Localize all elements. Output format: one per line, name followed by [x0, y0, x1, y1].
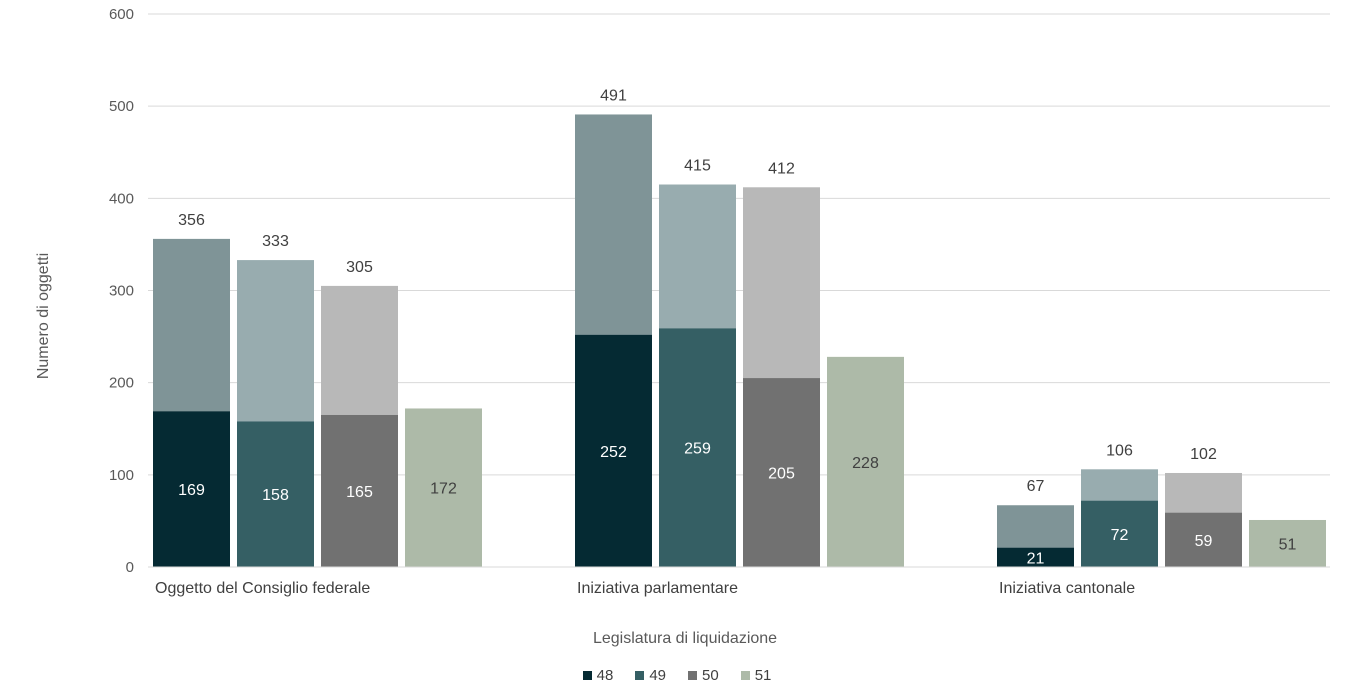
- legend-item-48: 48: [582, 667, 614, 684]
- data-label-base: 158: [262, 487, 289, 504]
- legend-label: 51: [754, 667, 772, 684]
- bar-total-48: [575, 114, 652, 335]
- data-label-base: 51: [1279, 536, 1297, 553]
- legend-swatch: [635, 671, 645, 680]
- bar-base-51: [1249, 519, 1326, 567]
- data-label-total: 106: [1106, 442, 1133, 459]
- legend-swatch: [582, 671, 592, 680]
- bar-base-49: [237, 421, 314, 567]
- data-label-base: 172: [430, 481, 457, 498]
- bar-base-51: [827, 356, 904, 567]
- bar-total-50: [1165, 472, 1242, 513]
- x-category-label: Iniziativa cantonale: [999, 580, 1135, 597]
- y-tick-label: 300: [109, 283, 134, 300]
- data-label-total: 491: [600, 87, 627, 104]
- bar-chart: 0 100 200 300 400 500 600 356 169 333 158 305 165 172…: [35, 6, 1330, 647]
- legend-label: 50: [702, 667, 719, 684]
- y-tick-label: 600: [109, 6, 134, 23]
- bar-base-50: [1165, 512, 1242, 567]
- legend-swatch: [688, 671, 697, 680]
- data-label-base: 169: [178, 482, 205, 499]
- data-label-total: 102: [1190, 446, 1217, 463]
- legend-label: 49: [649, 667, 666, 684]
- data-label-total: 305: [346, 259, 373, 276]
- y-tick-label: 200: [109, 375, 134, 392]
- data-label-base: 59: [1195, 533, 1213, 550]
- y-tick-label: 0: [126, 559, 134, 576]
- bar-base-49: [659, 328, 736, 567]
- bar-total-48: [153, 238, 230, 412]
- x-category-label: Iniziativa parlamentare: [577, 580, 738, 597]
- bar-base-48: [575, 334, 652, 567]
- data-label-base: 228: [852, 455, 879, 472]
- y-axis-title: Numero di oggetti: [35, 253, 52, 379]
- x-category-label: Oggetto del Consiglio federale: [155, 580, 370, 597]
- bar-base-50: [321, 414, 398, 567]
- legend-item-51: 51: [740, 667, 772, 684]
- bar-total-49: [659, 184, 736, 329]
- y-tick-label: 400: [109, 190, 134, 207]
- data-label-base: 205: [768, 466, 795, 483]
- bar-base-51: [405, 408, 482, 567]
- legend-item-49: 49: [635, 667, 666, 684]
- data-label-base: 259: [684, 441, 711, 458]
- legend-item-50: 50: [688, 667, 719, 684]
- bar-total-49: [1081, 469, 1158, 501]
- data-label-base: 21: [1027, 550, 1045, 567]
- y-tick-label: 500: [109, 98, 134, 115]
- y-tick-label: 100: [109, 467, 134, 484]
- bar-base-49: [1081, 500, 1158, 567]
- legend: 48 49 50 51: [0, 667, 1354, 684]
- bar-total-49: [237, 260, 314, 422]
- data-label-base: 252: [600, 444, 627, 461]
- bar-base-50: [743, 378, 820, 567]
- data-label-total: 415: [684, 158, 711, 175]
- data-label-total: 412: [768, 160, 795, 177]
- legend-label: 48: [596, 667, 614, 684]
- bar-total-50: [743, 187, 820, 379]
- bar-base-48: [997, 547, 1074, 567]
- data-label-base: 165: [346, 484, 373, 501]
- x-axis-title: Legislatura di liquidazione: [593, 630, 777, 647]
- data-label-total: 67: [1027, 478, 1045, 495]
- bar-total-48: [997, 505, 1074, 548]
- data-label-total: 356: [178, 212, 205, 229]
- legend-swatch: [740, 671, 750, 680]
- bar-total-50: [321, 285, 398, 415]
- bar-base-48: [153, 411, 230, 567]
- data-label-base: 72: [1111, 527, 1129, 544]
- data-label-total: 333: [262, 233, 289, 250]
